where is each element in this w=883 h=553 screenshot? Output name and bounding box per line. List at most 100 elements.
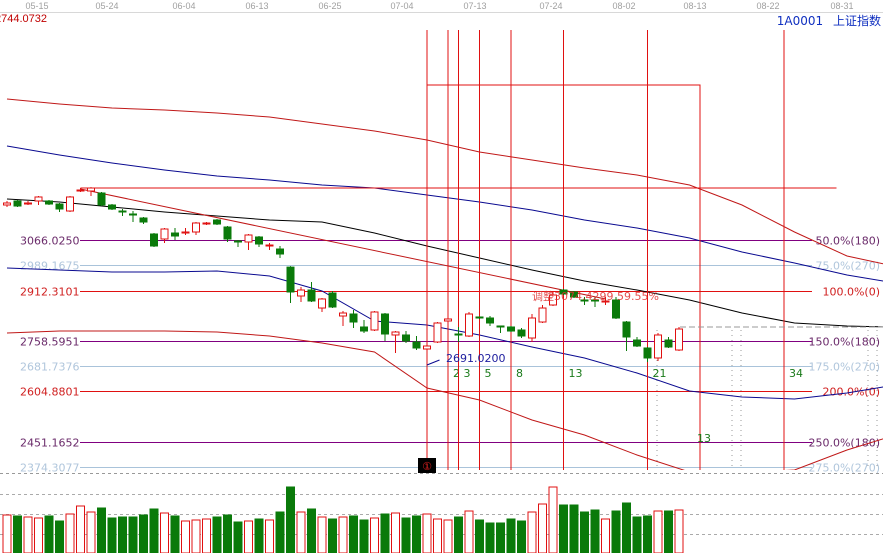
volume-bar (265, 519, 274, 553)
level-percent-label: 50.0%(180) (815, 235, 880, 248)
volume-bar (181, 520, 190, 553)
candle-down (349, 313, 358, 323)
volume-bar (2, 514, 12, 553)
candle-down (622, 321, 631, 338)
fib-time-label: 34 (789, 367, 803, 380)
volume-bar (202, 518, 211, 553)
candle-down (643, 347, 652, 359)
candle-up (202, 222, 211, 225)
candle-down (507, 326, 515, 332)
candle-down (454, 333, 463, 336)
candle-up (549, 294, 557, 306)
price-level-label: 2374.3077 (20, 462, 80, 475)
volume-bar (443, 519, 453, 553)
volume-bar (286, 486, 295, 553)
candle-up (370, 311, 379, 331)
x-tick-label: 06-04 (172, 1, 195, 11)
volume-bar (160, 512, 169, 553)
volume-bar (559, 504, 568, 553)
level-percent-label: 250.0%(180) (808, 437, 880, 450)
candle-down (45, 200, 53, 205)
candle-down (139, 217, 148, 223)
candle-down (171, 232, 179, 237)
candle-down (129, 213, 137, 216)
candle-down (150, 233, 158, 247)
price-level-label: 2681.7376 (20, 361, 80, 374)
x-tick-label: 07-13 (463, 1, 486, 11)
candle-up (24, 202, 32, 205)
volume-bar (401, 517, 411, 553)
volume-bar (611, 510, 621, 553)
volume-bar (569, 504, 579, 553)
volume-bar (97, 507, 106, 553)
price-level-label: 2758.5951 (20, 336, 80, 349)
volume-bar (517, 520, 526, 553)
indicator-line (6, 145, 883, 282)
candle-down (559, 289, 568, 295)
candle-up (465, 313, 473, 337)
x-tick-label: 08-31 (830, 1, 853, 11)
volume-bar (55, 520, 64, 553)
candle-up (297, 289, 305, 297)
volume-bar (538, 503, 547, 553)
candle-down (213, 219, 221, 225)
candle-up (34, 196, 43, 202)
indicator-line (6, 198, 883, 328)
candle-down (223, 226, 232, 240)
volume-bar (412, 515, 421, 553)
candle-up (654, 334, 662, 359)
volume-bar (170, 515, 180, 553)
volume-bar (433, 518, 442, 553)
x-tick-label: 07-04 (390, 1, 413, 11)
candle-up (76, 189, 85, 192)
level-percent-label: 175.0%(270) (808, 361, 880, 374)
candle-down (381, 313, 389, 335)
fib-time-label: 21 (653, 367, 667, 380)
x-tick-label: 07-24 (539, 1, 562, 11)
fib-time-label: 13 (569, 367, 583, 380)
fib-time-label: 2 (453, 367, 460, 380)
volume-bar (580, 511, 589, 553)
candle-up (601, 300, 610, 303)
volume-bar (107, 517, 117, 553)
volume-bar (44, 515, 54, 553)
x-tick-label: 05-15 (25, 1, 48, 11)
volume-bar (128, 516, 138, 553)
candle-up (391, 331, 400, 336)
candle-down (496, 325, 505, 328)
volume-bar (233, 521, 243, 553)
price-level-label: 2451.1652 (20, 437, 80, 450)
candle-down (234, 240, 242, 243)
candle-down (255, 236, 263, 245)
candle-up (528, 317, 536, 339)
x-tick-label: 05-24 (95, 1, 118, 11)
candle-up (160, 228, 169, 240)
candle-down (108, 204, 116, 210)
candle-up (423, 345, 431, 350)
volume-bar (359, 519, 369, 553)
top-left-value: 2744.0732 (0, 13, 47, 25)
candle-down (591, 299, 599, 302)
x-tick-label: 08-22 (756, 1, 779, 11)
volume-bar (475, 519, 484, 553)
volume-bar (212, 516, 222, 553)
candle-up (181, 231, 190, 234)
candle-down (633, 339, 641, 347)
candle-up (538, 307, 547, 323)
indicator-line (6, 98, 883, 265)
x-tick-label: 08-02 (612, 1, 635, 11)
candle-up (675, 328, 683, 351)
price-level-label: 3066.0250 (20, 235, 80, 248)
volume-bar (527, 511, 537, 553)
price-level-label: 2912.3101 (20, 286, 80, 299)
volume-bar (422, 513, 432, 553)
candle-down (118, 210, 127, 213)
volume-bar (139, 514, 148, 553)
candle-up (339, 312, 347, 317)
volume-bar (391, 512, 400, 553)
fib-box (427, 84, 701, 470)
fib-time-label: 8 (516, 367, 523, 380)
symbol-name: 上证指数 (832, 14, 881, 28)
volume-bar (254, 518, 264, 553)
